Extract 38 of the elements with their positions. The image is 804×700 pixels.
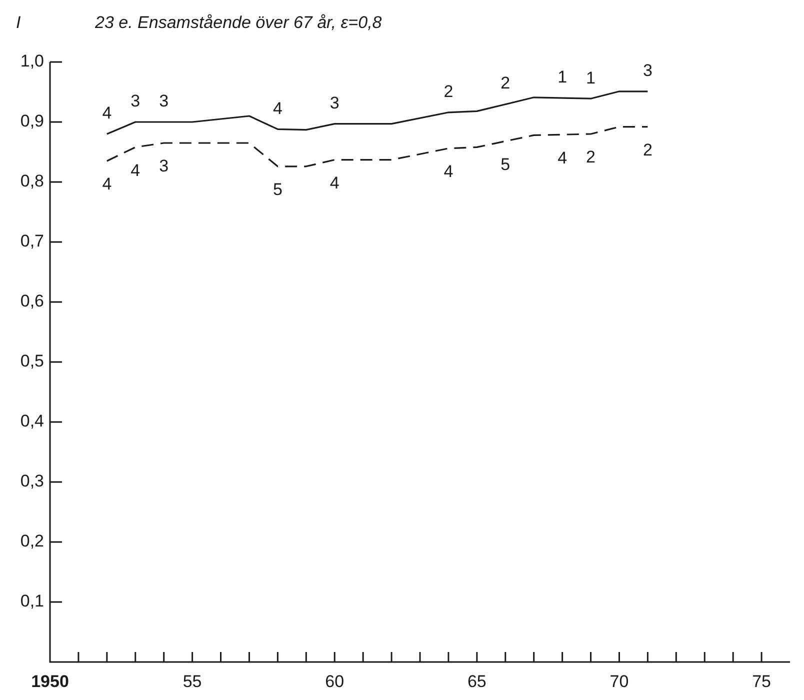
annotation: 1: [586, 68, 596, 88]
y-tick-label: 0,3: [20, 472, 44, 491]
x-tick-label: 55: [182, 672, 202, 691]
annotation: 3: [330, 93, 340, 112]
annotation: 4: [272, 98, 282, 118]
x-tick-label: 60: [325, 672, 344, 691]
annotation: 2: [586, 148, 596, 167]
annotation: 2: [444, 82, 454, 102]
y-tick-label: 0,9: [20, 112, 44, 131]
annotation: 2: [500, 74, 510, 93]
y-tick-label: 0,5: [20, 352, 44, 371]
annotation: 4: [102, 104, 112, 123]
chart-title: 23 e. Ensamstående över 67 år, ε=0,8: [94, 13, 382, 32]
y-tick-label: 0,2: [20, 532, 44, 551]
y-tick-label: 0,1: [20, 592, 44, 611]
y-tick-label: 0,6: [20, 292, 44, 311]
annotation: 1: [558, 68, 568, 87]
x-tick-label: 1950: [31, 672, 69, 691]
y-tick-label: 1,0: [20, 52, 44, 71]
annotation: 4: [102, 174, 112, 194]
annotation: 4: [558, 148, 568, 168]
annotation: 4: [130, 160, 140, 180]
y-tick-label: 0,8: [20, 172, 44, 191]
y-tick-label: 0,4: [20, 412, 44, 431]
annotation: 5: [272, 180, 282, 200]
y-axis-title: I: [16, 13, 21, 32]
x-tick-label: 65: [467, 672, 486, 691]
annotation: 2: [642, 140, 652, 160]
y-tick-label: 0,7: [20, 232, 44, 251]
x-tick-label: 75: [752, 672, 771, 691]
annotation: 3: [159, 156, 169, 176]
annotation: 5: [500, 154, 510, 174]
annotation: 3: [642, 61, 652, 80]
annotation: 4: [444, 162, 454, 182]
x-tick-label: 70: [610, 672, 629, 691]
annotation: 3: [159, 92, 169, 111]
annotation: 3: [130, 92, 140, 111]
annotation: 4: [330, 173, 340, 192]
